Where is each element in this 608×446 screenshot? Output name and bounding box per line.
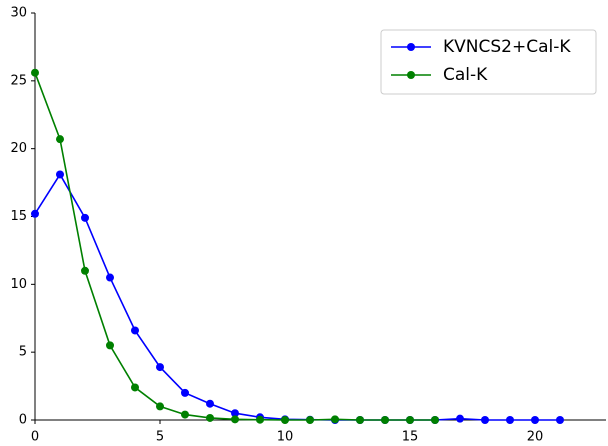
x-tick-label: 10 [277,430,294,445]
data-point [156,402,164,411]
legend-marker [407,43,415,51]
y-tick-label: 25 [10,73,27,88]
data-point [206,413,214,422]
y-tick-label: 5 [19,345,27,360]
data-point [31,68,39,77]
x-tick-label: 15 [402,430,419,445]
data-point [131,383,139,392]
data-point [256,415,264,424]
y-tick-label: 30 [10,6,27,21]
data-point [106,341,114,350]
legend: KVNCS2+Cal-K Cal-K [380,29,597,95]
data-point [56,170,64,179]
data-point [131,326,139,335]
y-tick-label: 0 [19,413,27,428]
data-point [56,135,64,144]
data-point [231,409,239,418]
data-point [306,416,314,424]
x-tick-label: 5 [156,430,164,445]
data-point [331,415,339,424]
data-point [106,273,114,282]
data-point [181,388,189,397]
legend-marker [407,71,415,79]
data-point [231,415,239,424]
data-point [481,416,489,424]
y-tick-label: 20 [10,141,27,156]
y-tick-label: 15 [10,209,27,224]
legend-label: KVNCS2+Cal-K [443,37,571,57]
x-tick-label: 0 [31,430,39,445]
legend-box [380,29,597,95]
data-point [281,416,289,424]
series-line [34,172,560,421]
data-point [81,213,89,222]
data-point [456,414,464,423]
data-point [406,416,414,424]
data-point [556,416,564,424]
y-tick-label: 10 [10,277,27,292]
data-point [531,416,539,424]
data-point [31,209,39,218]
data-point [431,416,439,424]
x-tick-label: 20 [527,430,544,445]
data-point [156,363,164,372]
legend-label: Cal-K [443,65,488,85]
data-point [356,416,364,424]
data-point [181,410,189,419]
data-point [206,399,214,408]
data-point [381,416,389,424]
data-point [506,416,514,424]
data-point [81,266,89,275]
series-line [34,72,435,421]
